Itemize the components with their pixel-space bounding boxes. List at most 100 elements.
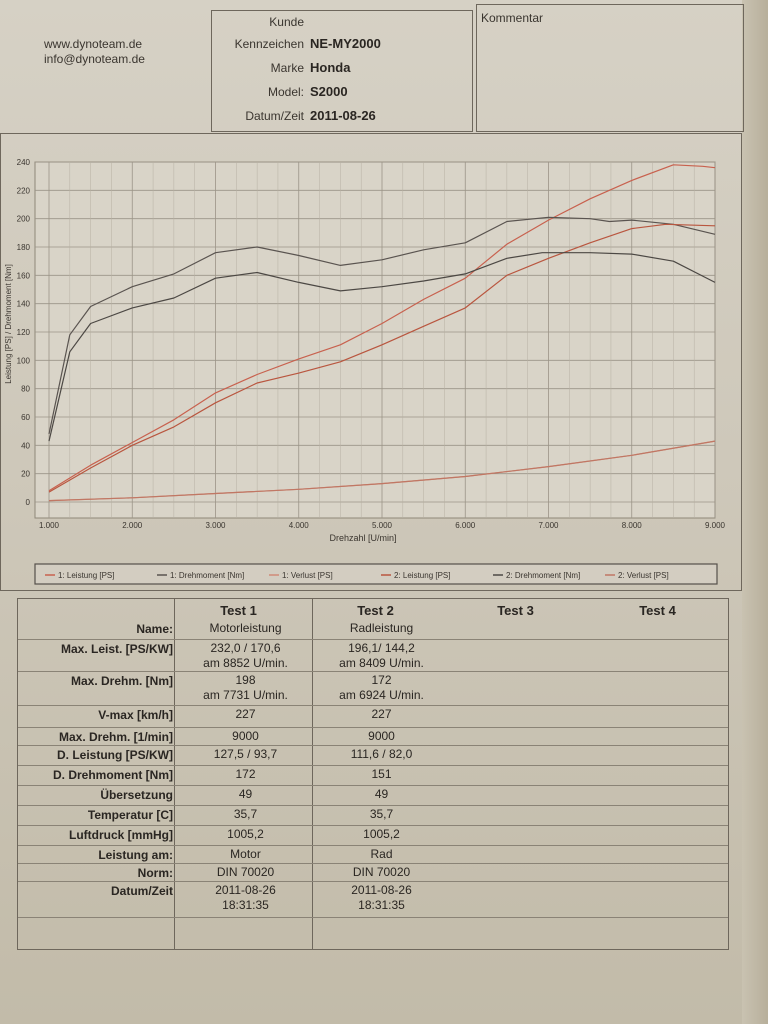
cell-value: 198: [235, 673, 256, 687]
cell-value: 1005,2: [227, 827, 264, 841]
cell-value: 2011-08-26: [215, 883, 276, 897]
x-tick-label: 5.000: [372, 521, 393, 530]
test-2-value: 227: [314, 707, 449, 722]
y-tick-label: 60: [21, 413, 30, 422]
test-2-value: 151: [314, 767, 449, 782]
make-label: Marke: [270, 61, 304, 75]
test-1-value: 2011-08-26 18:31:35: [178, 883, 313, 913]
test-2-value: 196,1/ 144,2 am 8409 U/min.: [314, 641, 449, 671]
legend-entry: 1: Drehmoment [Nm]: [170, 571, 244, 580]
x-tick-label: 4.000: [289, 521, 310, 530]
test-2-value: 9000: [314, 729, 449, 744]
website-text: www.dynoteam.de: [44, 37, 143, 51]
y-tick-label: 160: [17, 271, 31, 280]
table-row: Leistung am: Motor Rad: [18, 845, 728, 864]
test-2-value: 1005,2: [314, 827, 449, 842]
test-1-value: 127,5 / 93,7: [178, 747, 313, 762]
cell-value: 227: [235, 707, 256, 721]
comment-box: Kommentar: [476, 4, 744, 132]
comment-label: Kommentar: [481, 11, 544, 25]
y-axis-ticks: 0 20 40 60 80 100 120 140 160 180 200 220 240: [17, 158, 31, 507]
y-tick-label: 200: [17, 215, 31, 224]
customer-row: Kunde: [212, 13, 472, 33]
cell-value: 9000: [368, 729, 395, 743]
date-row: Datum/Zeit 2011-08-26: [212, 107, 472, 127]
y-tick-label: 0: [26, 498, 31, 507]
test-1-value: Motorleistung: [178, 621, 313, 636]
cell-value-sub: 18:31:35: [358, 898, 405, 912]
row-label: Übersetzung: [100, 788, 173, 802]
test-1-value: Motor: [178, 847, 313, 862]
y-tick-label: 120: [17, 328, 31, 337]
x-tick-label: 7.000: [538, 521, 559, 530]
row-label: Norm:: [137, 866, 173, 880]
x-tick-label: 3.000: [205, 521, 226, 530]
cell-value: Motorleistung: [209, 621, 282, 635]
plot-area: [34, 161, 716, 519]
row-label: Leistung am:: [98, 848, 173, 862]
model-value: S2000: [310, 84, 348, 99]
legend-entry: 1: Leistung [PS]: [58, 571, 114, 580]
y-tick-label: 40: [21, 441, 30, 450]
table-row: Datum/Zeit 2011-08-26 18:31:35 2011-08-26 18…: [18, 881, 728, 918]
dyno-chart-svg: 0 20 40 60 80 100 120 140 160 180 200 220 240 1.000 2…: [4, 158, 726, 585]
table-row: Name: Motorleistung Radleistung: [18, 619, 728, 640]
cell-value: 127,5 / 93,7: [213, 747, 278, 761]
cell-value-sub: am 6924 U/min.: [339, 688, 424, 702]
x-tick-label: 2.000: [122, 521, 143, 530]
legend-entry: 2: Verlust [PS]: [618, 571, 669, 580]
date-label: Datum/Zeit: [245, 109, 304, 123]
header-test-4: Test 4: [639, 603, 676, 618]
test-2-value: DIN 70020: [314, 865, 449, 880]
cell-value-sub: am 7731 U/min.: [203, 688, 288, 702]
make-value: Honda: [310, 60, 351, 75]
row-label: Max. Drehm. [Nm]: [70, 674, 173, 688]
x-axis-ticks: 1.000 2.000 3.000 4.000 5.000 6.000 7.000 8.000…: [39, 521, 726, 530]
row-label: Temperatur [C]: [87, 808, 173, 822]
table-row: Luftdruck [mmHg] 1005,2 1005,2: [18, 825, 728, 846]
cell-value: 35,7: [233, 807, 258, 821]
row-label: Datum/Zeit: [110, 884, 173, 898]
x-tick-label: 8.000: [622, 521, 643, 530]
dyno-chart: 0 20 40 60 80 100 120 140 160 180 200 220 240 1.000 2…: [0, 133, 742, 591]
legend-entry: 1: Verlust [PS]: [282, 571, 333, 580]
row-label: D. Leistung [PS/KW]: [57, 748, 173, 762]
test-1-value: 9000: [178, 729, 313, 744]
cell-value: 227: [371, 707, 392, 721]
model-row: Model: S2000: [212, 83, 472, 103]
test-1-value: 35,7: [178, 807, 313, 822]
column-divider: [312, 599, 313, 949]
x-axis-label: Drehzahl [U/min]: [329, 533, 396, 543]
legend: 1: Leistung [PS] 1: Drehmoment [Nm] 1: Ver…: [45, 571, 669, 580]
table-row: Max. Drehm. [Nm] 198 am 7731 U/min. 172 am 6…: [18, 671, 728, 706]
table-row: Max. Leist. [PS/KW] 232,0 / 170,6 am 8852 …: [18, 639, 728, 672]
cell-value: DIN 70020: [216, 865, 275, 879]
y-tick-label: 240: [17, 158, 31, 167]
test-1-value: 1005,2: [178, 827, 313, 842]
x-tick-label: 6.000: [455, 521, 476, 530]
series-line-4: [48, 223, 716, 493]
y-axis-label: Leistung [PS] / Drehmoment [Nm]: [4, 264, 13, 384]
row-label: V-max [km/h]: [98, 708, 173, 722]
y-tick-label: 80: [21, 385, 30, 394]
table-row: D. Leistung [PS/KW] 127,5 / 93,7 111,6 / 8…: [18, 745, 728, 766]
series-line-5: [48, 252, 716, 442]
test-1-value: 198 am 7731 U/min.: [178, 673, 313, 703]
x-tick-label: 9.000: [705, 521, 726, 530]
cell-value: Motor: [230, 847, 261, 861]
model-label: Model:: [267, 85, 304, 99]
row-label: Max. Drehm. [1/min]: [58, 730, 173, 744]
plate-label: Kennzeichen: [234, 37, 304, 51]
test-2-value: Radleistung: [314, 621, 449, 636]
paper-fold-edge: [742, 0, 768, 1024]
legend-entry: 2: Leistung [PS]: [394, 571, 450, 580]
plate-row: Kennzeichen NE-MY2000: [212, 35, 472, 55]
cell-value: 2011-08-26: [351, 883, 412, 897]
table-row: D. Drehmoment [Nm] 172 151: [18, 765, 728, 786]
legend-box: [34, 563, 718, 585]
y-tick-label: 100: [17, 356, 31, 365]
test-2-value: Rad: [314, 847, 449, 862]
email-text: info@dynoteam.de: [44, 52, 145, 66]
cell-value-sub: am 8852 U/min.: [203, 656, 288, 670]
grid-lines: [35, 161, 716, 518]
